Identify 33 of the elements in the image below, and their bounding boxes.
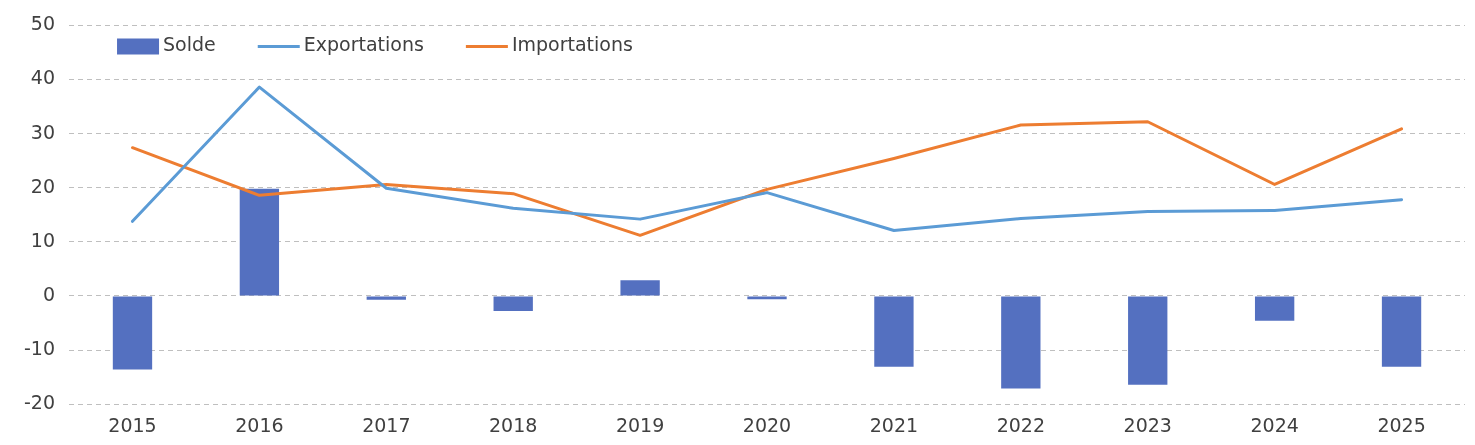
bar bbox=[620, 280, 660, 296]
x-tick-label: 2021 bbox=[869, 413, 919, 436]
y-tick-label: 50 bbox=[30, 12, 56, 35]
x-tick-label: 2022 bbox=[996, 413, 1046, 436]
bar bbox=[366, 296, 406, 300]
bar bbox=[747, 296, 787, 300]
bar bbox=[1381, 296, 1422, 367]
y-tick-label: 40 bbox=[30, 66, 56, 89]
bar bbox=[239, 188, 280, 296]
bar bbox=[493, 296, 533, 312]
x-tick-label: 2015 bbox=[108, 413, 157, 436]
y-tick-label: 10 bbox=[30, 228, 56, 251]
y-tick-label: -20 bbox=[23, 391, 56, 414]
y-tick-label: -10 bbox=[23, 337, 56, 360]
x-tick-label: 2023 bbox=[1123, 413, 1172, 436]
x-tick-label: 2025 bbox=[1377, 413, 1426, 436]
bar bbox=[874, 296, 914, 367]
x-tick-label: 2016 bbox=[235, 413, 284, 436]
y-tick-label: 20 bbox=[30, 174, 56, 197]
x-tick-label: 2019 bbox=[615, 413, 665, 436]
x-tick-label: 2018 bbox=[489, 413, 538, 436]
x-tick-label: 2024 bbox=[1250, 413, 1299, 436]
y-tick-label: 30 bbox=[30, 120, 56, 143]
bar bbox=[1001, 296, 1041, 389]
y-tick-label: 0 bbox=[42, 282, 56, 305]
legend-label: Solde bbox=[163, 33, 216, 56]
legend-label: Importations bbox=[511, 33, 633, 56]
bar bbox=[1254, 296, 1295, 321]
bar bbox=[112, 296, 153, 370]
x-tick-label: 2020 bbox=[742, 413, 792, 436]
legend-label: Exportations bbox=[303, 33, 424, 56]
x-tick-label: 2017 bbox=[362, 413, 411, 436]
bar bbox=[1128, 296, 1168, 385]
